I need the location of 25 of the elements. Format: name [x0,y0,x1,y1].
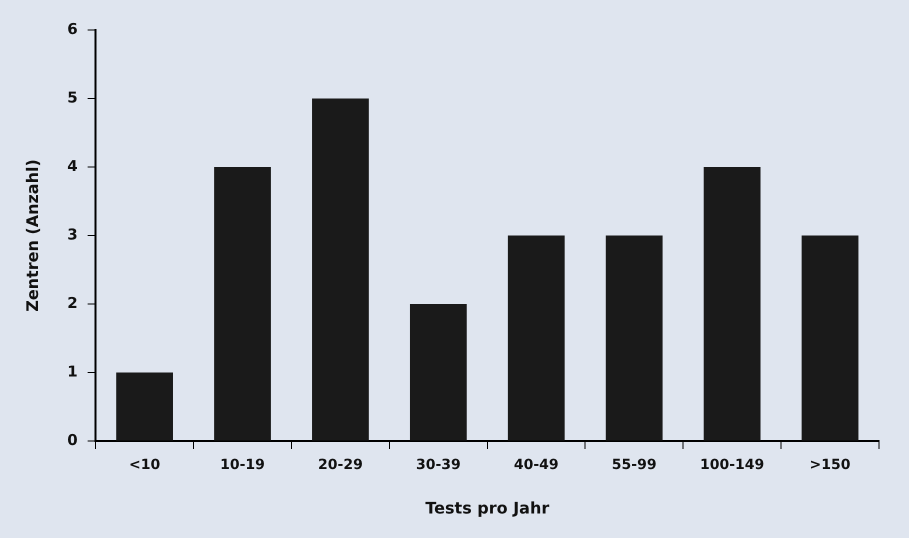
x-tick-label: 20-29 [318,457,363,474]
y-axis-title: Zentren (Anzahl) [22,159,42,312]
bar [214,167,271,440]
x-tick-label: 40-49 [514,457,559,474]
bar [410,304,467,440]
x-tick-label: 30-39 [416,457,461,474]
x-tick-label: 55-99 [612,457,657,474]
y-tick-label: 5 [67,88,78,106]
y-tick-label: 0 [67,430,78,449]
y-tick-label: 4 [67,156,78,175]
x-tick-label: <10 [128,457,160,474]
x-tick-label: >150 [810,457,851,474]
bar [508,236,565,440]
bar [606,236,663,440]
bar [116,372,173,440]
bar [704,167,761,440]
x-tick-label: 10-19 [220,457,265,474]
bar [802,236,858,440]
x-tick-label: 100-149 [700,457,764,474]
y-tick-label: 1 [67,362,78,380]
y-tick-label: 2 [67,294,78,312]
x-axis-title: Tests pro Jahr [425,498,550,518]
y-tick-label: 6 [67,20,78,38]
bar [312,98,369,440]
y-tick-label: 3 [67,225,78,244]
